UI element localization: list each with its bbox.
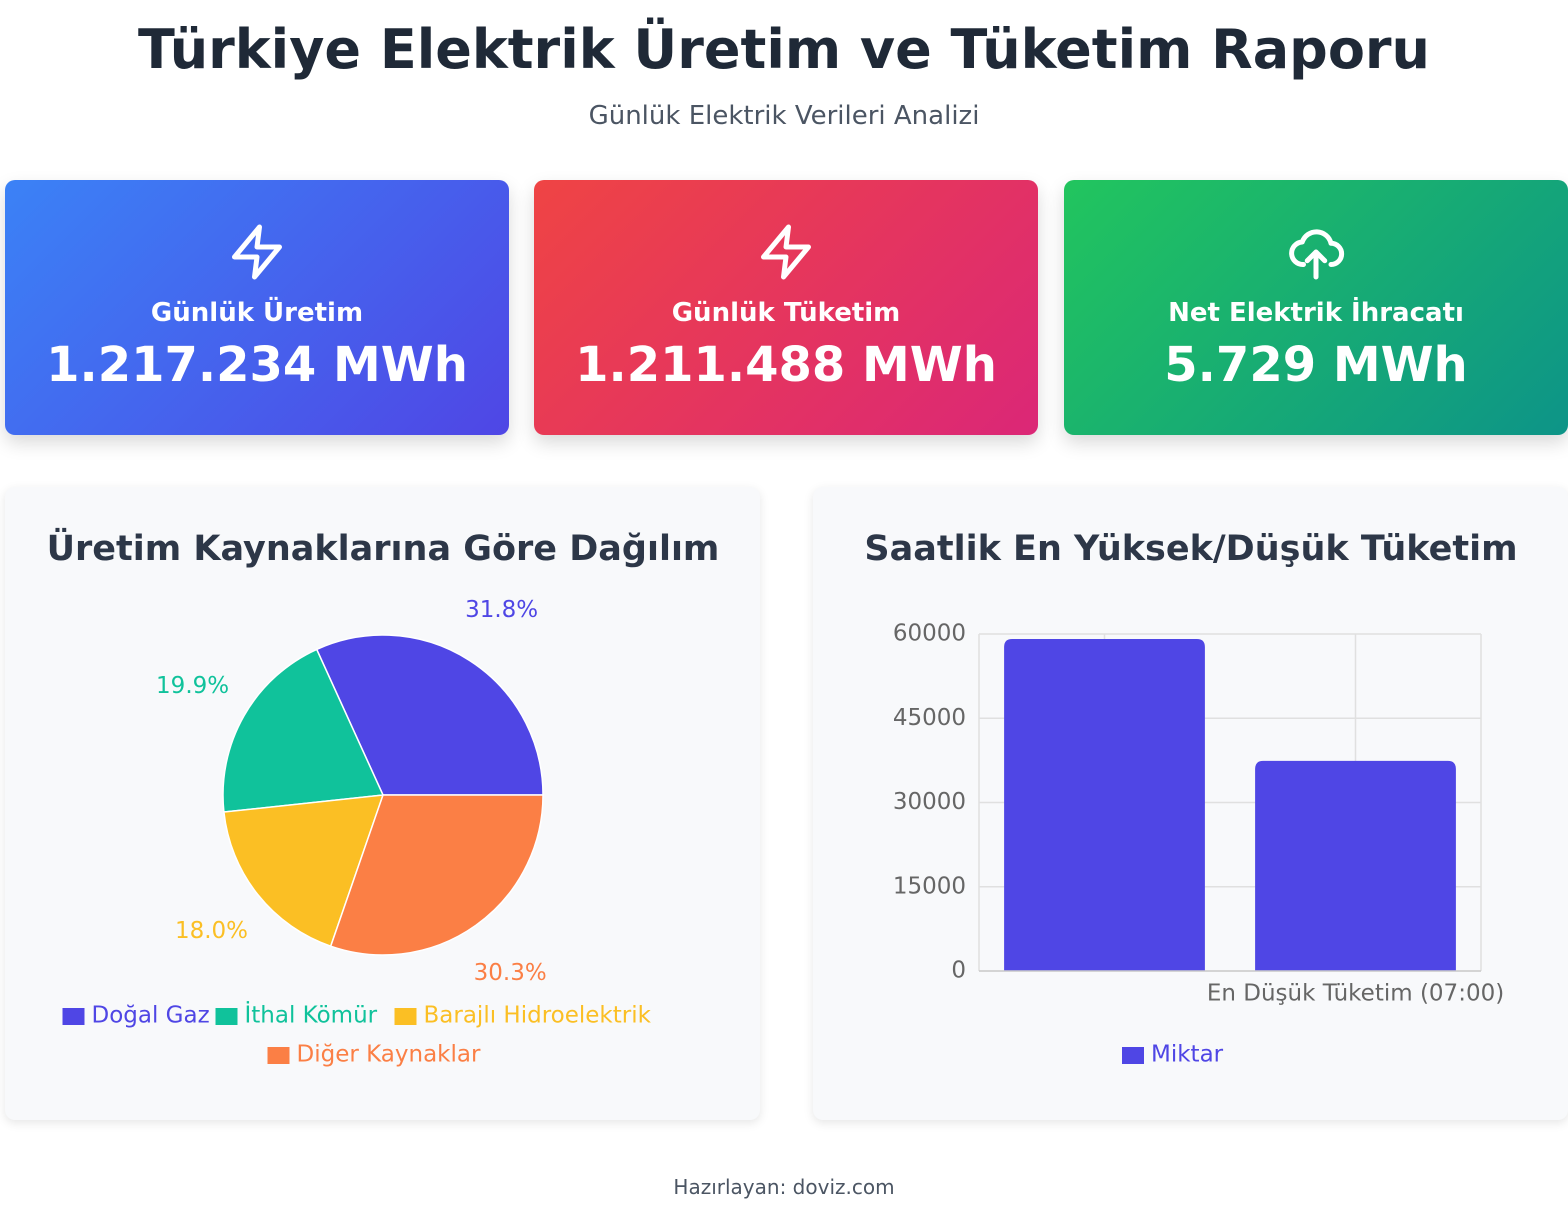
data-label: 18.0% (175, 918, 248, 944)
card: Günlük Üretim 1.217.234 MWh (5, 180, 509, 435)
data-label: 19.9% (156, 673, 229, 699)
legend-label: Diğer Kaynaklar (297, 1042, 481, 1068)
panel: Saatlik En Yüksek/Düşük Tüketim 0 15000 300… (813, 487, 1568, 1120)
legend-swatch (215, 1008, 238, 1025)
card-value: 1.217.234 MWh (46, 337, 468, 393)
legend-label: Doğal Gaz (92, 1003, 210, 1029)
icon (1289, 229, 1345, 280)
y-tick-label: 45000 (893, 705, 966, 731)
card-value: 1.211.488 MWh (575, 337, 997, 393)
chart-title: Saatlik En Yüksek/Düşük Tüketim (864, 529, 1517, 569)
x-tick-label: En Düşük Tüketim (07:00) (1207, 981, 1504, 1007)
icon (761, 224, 811, 280)
y-tick-label: 15000 (893, 873, 966, 899)
card: Günlük Tüketim 1.211.488 MWh (534, 180, 1038, 435)
pie-slice (315, 634, 544, 796)
subtitle: Günlük Elektrik Verileri Analizi (588, 101, 980, 131)
bar (1004, 639, 1205, 971)
data-label: 30.3% (474, 960, 547, 986)
card-title: Günlük Tüketim (671, 298, 901, 328)
card-title: Günlük Üretim (150, 298, 364, 328)
y-tick-label: 30000 (893, 789, 966, 815)
legend-swatch (394, 1008, 417, 1025)
data-label: 31.8% (465, 597, 538, 623)
y-tick-label: 0 (951, 958, 966, 984)
legend-label: Barajlı Hidroelektrik (424, 1003, 652, 1029)
legend-swatch (62, 1008, 85, 1025)
card-value: 5.729 MWh (1164, 337, 1468, 393)
footer: Hazırlayan: doviz.com (673, 1175, 895, 1199)
bar-chart: Saatlik En Yüksek/Düşük Tüketim 0 15000 300… (864, 529, 1517, 1068)
card-title: Net Elektrik İhracatı (1168, 298, 1464, 328)
card: Net Elektrik İhracatı 5.729 MWh (1064, 180, 1568, 435)
chart-title: Üretim Kaynaklarına Göre Dağılım (47, 527, 720, 569)
pie-slice (329, 794, 544, 956)
legend-label: İthal Kömür (245, 1001, 378, 1029)
pie-chart: Üretim Kaynaklarına Göre Dağılım 31.8% 19.… (47, 527, 720, 1068)
bar (1255, 760, 1456, 971)
title: Türkiye Elektrik Üretim ve Tüketim Rapor… (138, 18, 1430, 81)
legend-swatch (267, 1047, 290, 1064)
icon (232, 224, 282, 280)
legend-swatch (1122, 1047, 1144, 1064)
panel: Üretim Kaynaklarına Göre Dağılım 31.8% 19.… (5, 487, 760, 1120)
y-tick-label: 60000 (893, 621, 966, 647)
legend-label: Miktar (1151, 1042, 1224, 1068)
pie-slice (222, 648, 385, 813)
